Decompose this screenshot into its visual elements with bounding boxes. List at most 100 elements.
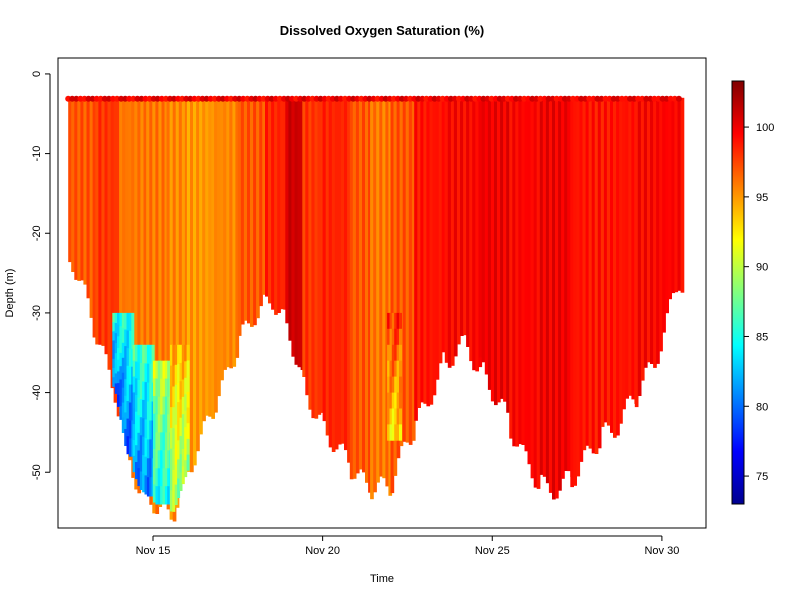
profile-column [594,97,599,455]
colorbar-ramp [731,80,745,505]
profile-column [340,97,345,444]
profile-column [423,97,428,404]
low-oxygen-cell [119,312,123,327]
profile-column [417,97,421,409]
low-oxygen-cell [399,392,402,409]
surface-point [358,95,365,102]
profile-column [625,97,629,399]
profile-column [444,97,449,363]
surface-point [411,95,418,102]
surface-point [456,95,462,102]
profile-column [146,97,150,493]
low-oxygen-cell [162,450,166,469]
profile-column [217,97,221,397]
profile-column [564,97,568,472]
colorbar-tick-label: 95 [756,192,768,204]
low-oxygen-cell [124,379,128,397]
low-oxygen-cell [391,328,395,346]
surface-point [126,95,133,102]
low-oxygen-cell [137,344,141,363]
low-oxygen-cell [177,478,181,498]
surface-point [488,95,495,102]
profile-column [494,97,498,406]
y-tick-label: -30 [31,305,43,321]
profile-column [265,97,269,297]
low-oxygen-cell [172,428,176,450]
low-oxygen-cell [155,450,159,469]
low-oxygen-cell [396,424,400,441]
surface-point [146,95,153,102]
low-oxygen-cell [139,362,143,382]
profile-column [530,97,535,479]
surface-point [606,95,613,102]
low-oxygen-cell [389,408,393,425]
profile-column [466,97,470,347]
y-tick-label: -40 [31,385,43,401]
low-oxygen-cell [146,363,150,383]
low-oxygen-cell [139,435,143,454]
profile-column [161,97,166,500]
low-oxygen-cell [137,450,141,469]
low-oxygen-cell [396,376,400,393]
surface-point [484,95,491,102]
surface-point [301,95,308,102]
low-oxygen-cell [135,411,138,429]
profile-column [229,97,233,369]
low-oxygen-cell [126,418,130,437]
low-oxygen-cell [126,401,130,419]
low-oxygen-cell [117,348,120,361]
low-oxygen-cell [124,312,128,330]
low-oxygen-cell [396,312,400,330]
surface-point [370,95,377,102]
profile-column [149,97,153,505]
profile-column [83,97,88,285]
surface-point [610,95,617,102]
profile-column [104,97,109,355]
low-oxygen-cell [139,471,143,490]
profile-column [616,97,620,436]
profile-column [344,97,348,451]
low-oxygen-cell [396,392,400,409]
surface-point [114,95,120,102]
profile-column [558,97,562,491]
low-oxygen-cell [172,469,176,492]
profile-column [382,97,386,479]
low-oxygen-cell [160,486,164,505]
low-oxygen-cell [153,413,156,432]
low-oxygen-cell [132,392,136,409]
low-oxygen-cell [164,468,168,487]
surface-point [594,95,601,102]
low-oxygen-cell [160,360,164,379]
low-oxygen-cell [139,417,143,436]
profile-column [622,97,626,410]
x-axis: Nov 15 Nov 20 Nov 25 Nov 30 [136,535,679,557]
surface-point [101,95,108,102]
low-oxygen-cell [126,348,130,367]
low-oxygen-cell [146,382,150,402]
low-oxygen-cell [391,408,395,425]
low-oxygen-cell [117,394,120,407]
low-oxygen-cell [117,359,120,372]
low-oxygen-cell [391,392,395,409]
surface-point [305,95,312,102]
profile-column [567,97,571,472]
low-oxygen-cell [121,327,125,344]
profile-column [134,97,138,490]
surface-point [525,95,532,102]
surface-point [105,95,112,102]
profile-column [506,97,510,413]
low-oxygen-cell [124,362,128,380]
low-oxygen-cell [121,372,125,389]
profile-column [226,97,230,368]
profile-column [143,97,148,483]
low-oxygen-cell [394,376,398,393]
low-oxygen-cell [132,455,136,473]
low-oxygen-cell [186,391,190,408]
surface-point [240,95,247,102]
low-oxygen-cell [114,333,118,344]
surface-point [256,95,263,102]
low-oxygen-cell [160,468,164,487]
x-axis-label: Time [370,573,394,585]
low-oxygen-cell [177,383,181,403]
profile-column [77,97,81,281]
